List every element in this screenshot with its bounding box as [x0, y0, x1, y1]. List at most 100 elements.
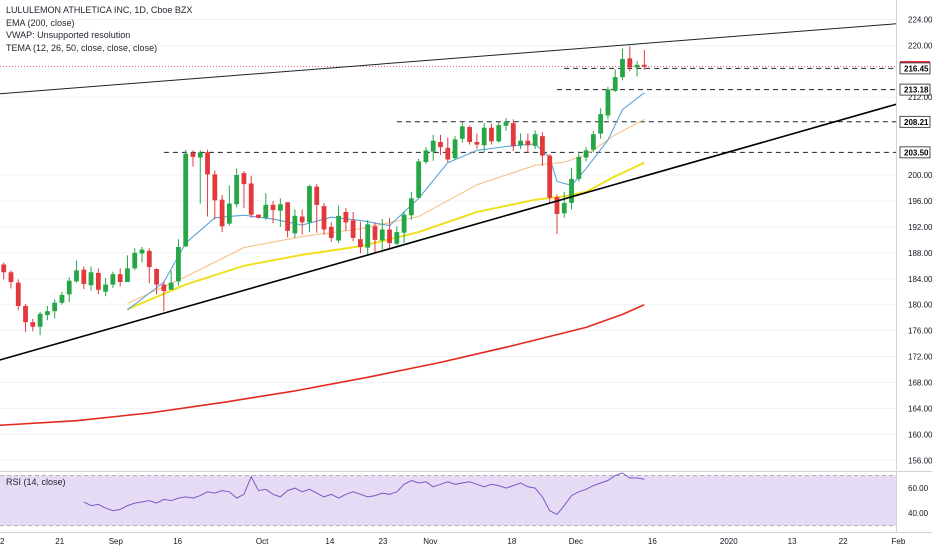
candle	[416, 158, 422, 199]
candle-body	[234, 175, 240, 205]
ema-indicator-label[interactable]: EMA (200, close)	[6, 17, 75, 28]
candle	[66, 277, 72, 303]
tema-indicator-label[interactable]: TEMA (12, 26, 50, close, close, close)	[6, 42, 158, 53]
symbol-title[interactable]: LULULEMON ATHLETICA INC, 1D, Cboe BZX	[6, 5, 193, 15]
candle-body	[481, 127, 487, 146]
candle	[37, 311, 43, 336]
time-tick-label: Dec	[569, 537, 583, 546]
price-tick-label: 184.00	[908, 275, 932, 284]
price-tick-label: 156.00	[908, 456, 932, 465]
candle-body	[503, 121, 509, 126]
candle	[503, 117, 509, 131]
candle	[292, 209, 298, 238]
time-tick-label: Oct	[256, 537, 269, 546]
candle	[518, 133, 523, 150]
candle-body	[59, 294, 65, 303]
tema-mid-line	[127, 118, 645, 304]
candle-body	[299, 216, 305, 223]
candle-body	[394, 232, 400, 244]
price-tick-label: 160.00	[908, 430, 932, 439]
candle-body	[350, 220, 356, 238]
candle-body	[452, 139, 458, 159]
price-label-text: 213.18	[904, 86, 929, 95]
candle	[569, 167, 574, 210]
price-label-text: 208.21	[904, 118, 929, 127]
price-label-text: 216.45	[904, 64, 929, 73]
candle-body	[37, 313, 43, 327]
price-tick-label: 172.00	[908, 353, 932, 362]
candle-body	[103, 284, 109, 292]
candle	[576, 151, 582, 182]
time-tick-label: 18	[507, 537, 516, 546]
candle	[321, 202, 327, 235]
candle	[23, 304, 28, 332]
candle	[561, 191, 567, 218]
price-tick-label: 188.00	[908, 249, 932, 258]
time-tick-label: 13	[788, 537, 797, 546]
candle-body	[561, 202, 567, 214]
candle-body	[467, 127, 473, 142]
candle-body	[44, 311, 50, 316]
candle	[197, 150, 203, 204]
candle-body	[241, 173, 247, 185]
candle	[481, 123, 487, 153]
candle	[176, 239, 181, 286]
tema-slow-line	[127, 161, 645, 311]
candle-body	[66, 280, 72, 295]
candle	[226, 185, 232, 226]
candle	[74, 260, 79, 283]
price-tick-label: 168.00	[908, 378, 932, 387]
candle-body	[554, 197, 560, 214]
candle-body	[168, 282, 174, 290]
candle	[525, 133, 531, 153]
rsi-tick-label: 60.00	[908, 484, 929, 493]
candle	[365, 219, 371, 257]
candle	[408, 191, 414, 220]
candle	[132, 248, 138, 271]
candle-body	[612, 77, 618, 91]
candle	[168, 270, 174, 290]
price-tick-label: 164.00	[908, 404, 932, 413]
candle	[627, 46, 633, 72]
candle	[474, 133, 480, 150]
level-price-label: 203.50	[899, 146, 931, 159]
price-label-box	[899, 146, 931, 159]
candle-body	[23, 305, 28, 323]
candle-body	[270, 204, 276, 211]
candle-body	[627, 58, 633, 68]
price-tick-label: 196.00	[908, 197, 932, 206]
candle	[15, 279, 21, 310]
candle	[103, 278, 109, 297]
candle-body	[183, 153, 189, 247]
candle	[125, 255, 130, 282]
candle-body	[620, 58, 625, 78]
candle	[314, 184, 320, 233]
candle	[248, 175, 254, 218]
candle-body	[641, 64, 647, 67]
candle	[445, 137, 451, 163]
candle-body	[146, 250, 152, 268]
time-tick-label: Sep	[109, 537, 124, 546]
vwap-indicator-label[interactable]: VWAP: Unsupported resolution	[6, 30, 131, 40]
rsi-indicator-label[interactable]: RSI (14, close)	[6, 477, 66, 487]
candle	[620, 48, 625, 81]
candle-body	[379, 229, 385, 241]
candle	[285, 202, 291, 238]
candle-body	[423, 150, 429, 163]
time-tick-label: 16	[648, 537, 657, 546]
level-price-label: 208.21	[899, 115, 931, 128]
candle-body	[256, 214, 261, 218]
candle	[459, 122, 465, 143]
candle-body	[205, 152, 210, 175]
candle	[59, 291, 65, 305]
candle-body	[525, 140, 531, 146]
rsi-line	[83, 472, 645, 516]
candle-body	[74, 270, 79, 282]
candle-body	[197, 152, 203, 158]
time-tick-label: 22	[839, 537, 848, 546]
candle-body	[518, 140, 523, 146]
candle	[154, 268, 159, 295]
time-tick-label: 21	[55, 537, 64, 546]
candle	[117, 268, 123, 287]
